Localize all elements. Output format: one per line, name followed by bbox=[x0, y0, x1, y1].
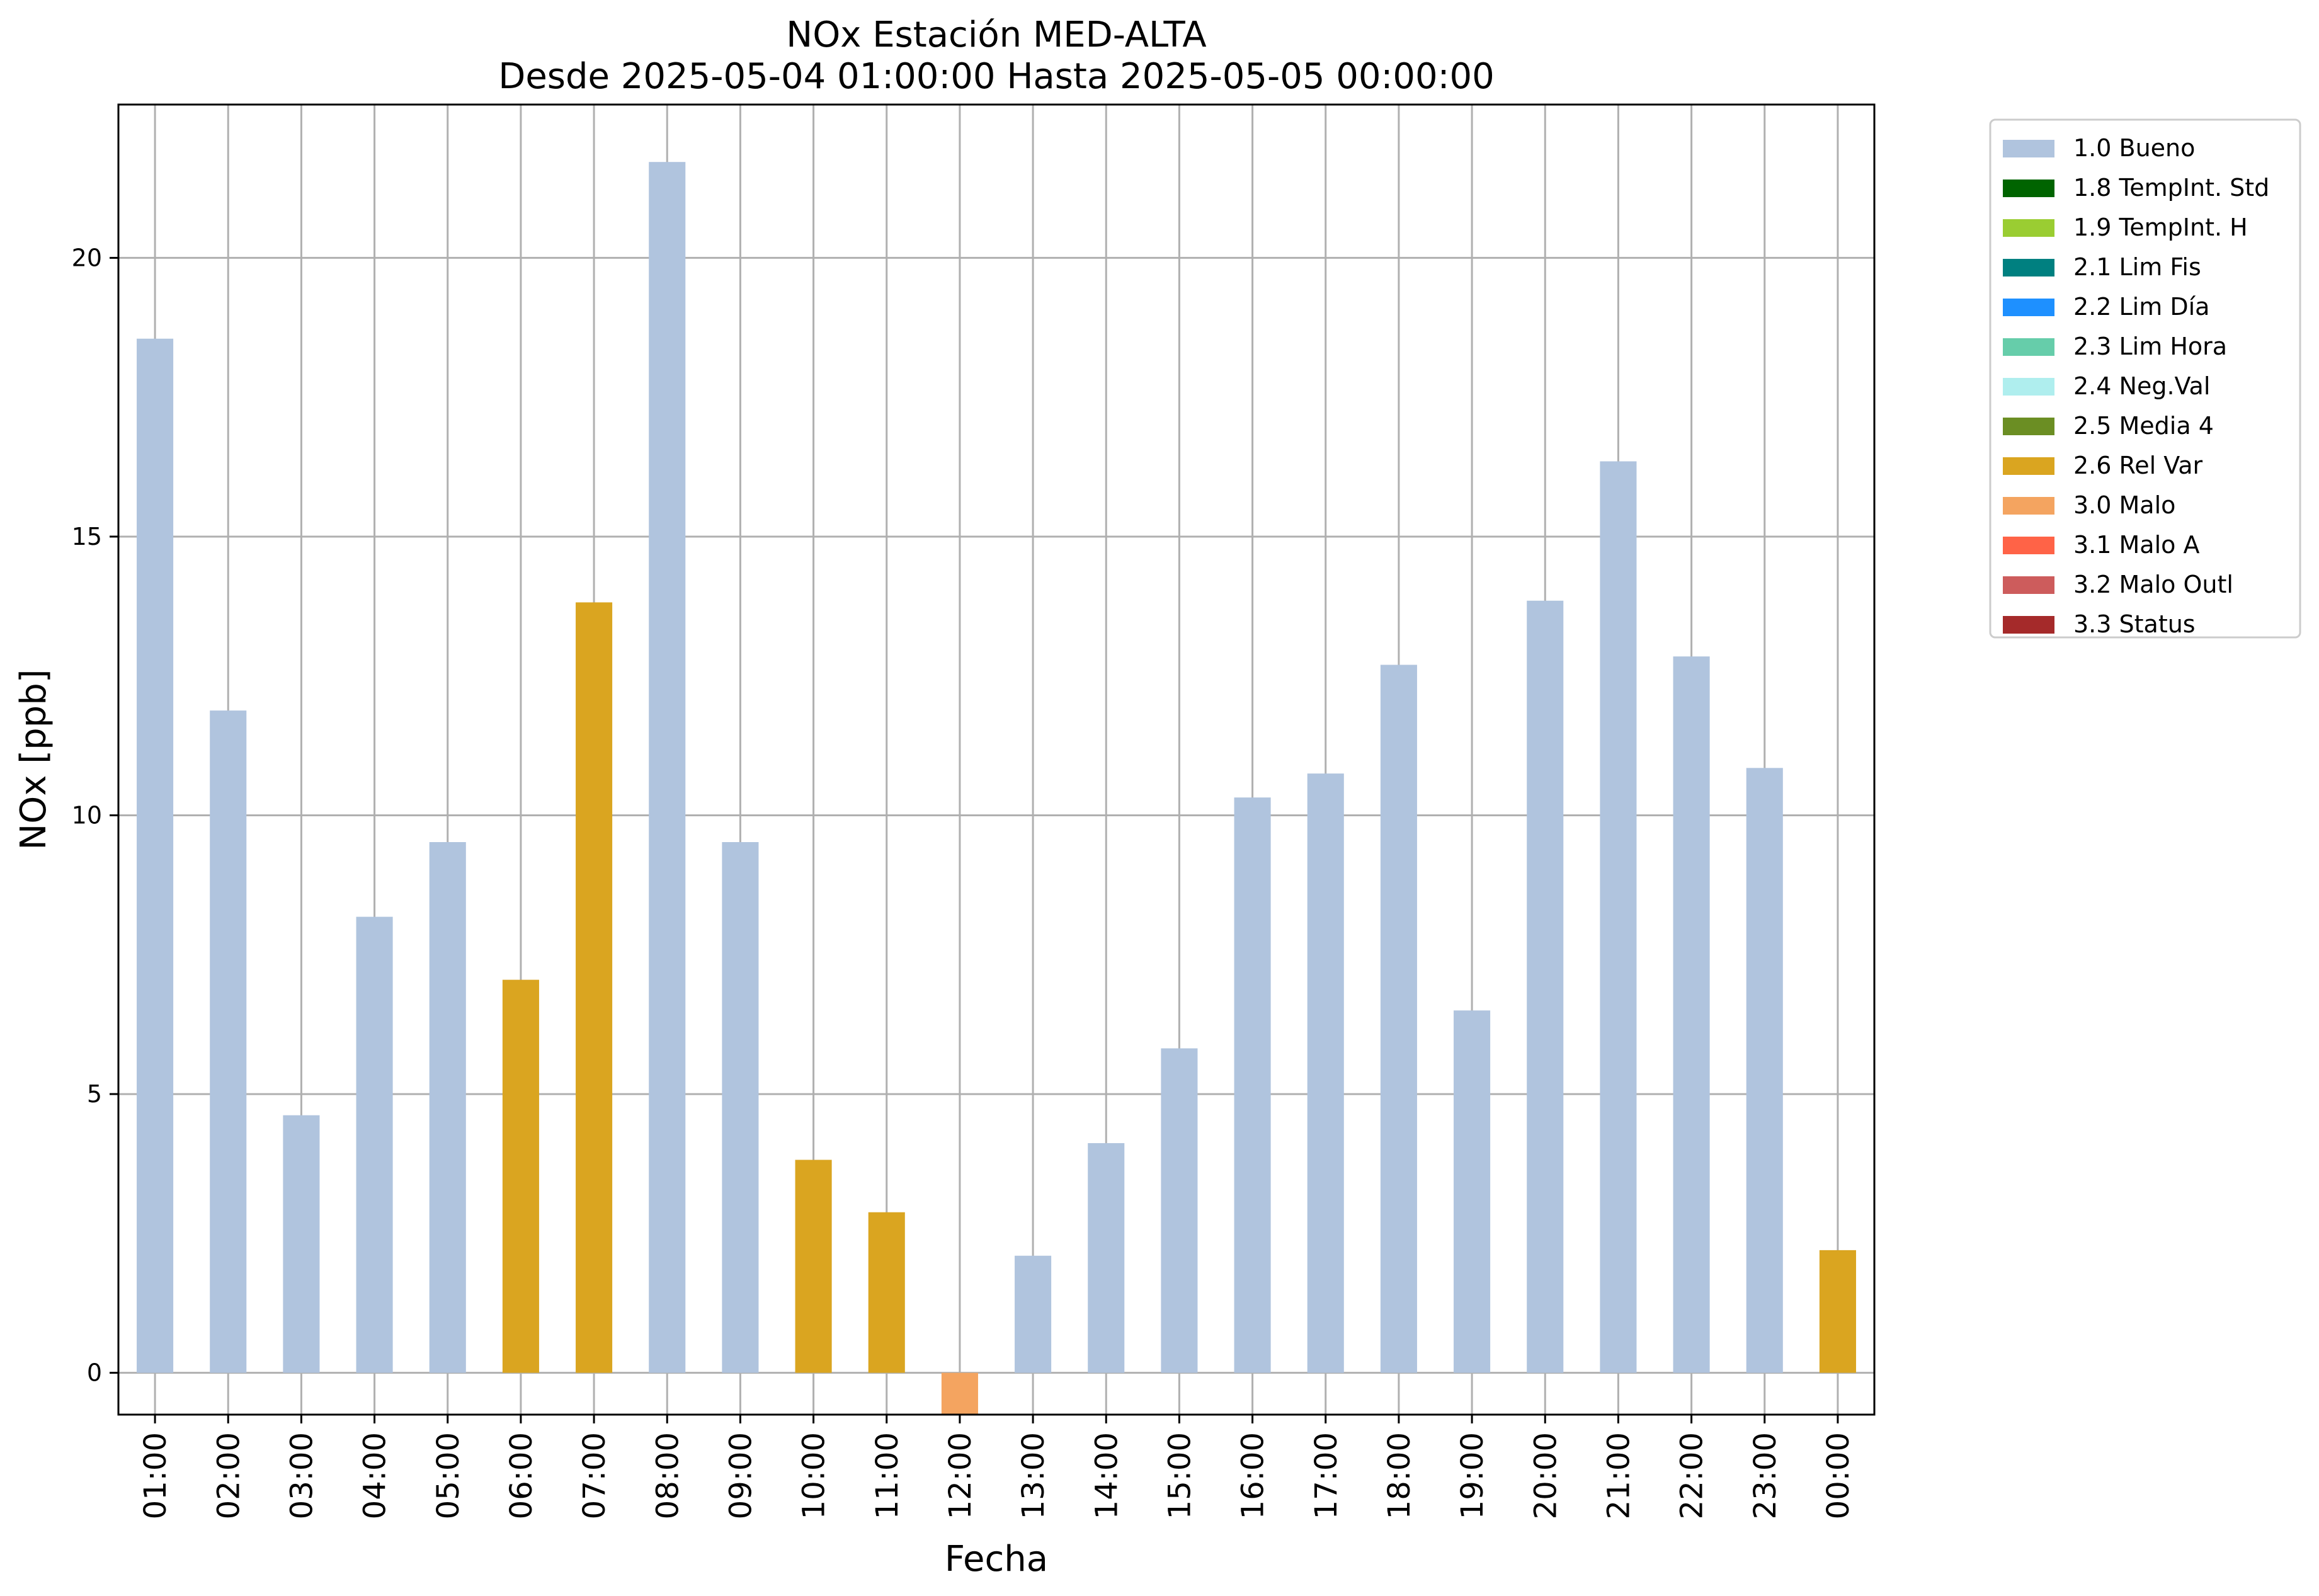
bar-1500 bbox=[1161, 1048, 1198, 1373]
x-axis-label: Fecha bbox=[945, 1539, 1048, 1580]
bar-1600 bbox=[1234, 797, 1271, 1373]
legend-swatch bbox=[2003, 219, 2054, 237]
chart-title: NOx Estación MED-ALTA bbox=[786, 14, 1206, 55]
y-tick-label: 15 bbox=[72, 523, 102, 550]
legend-label: 1.8 TempInt. Std bbox=[2073, 174, 2269, 202]
legend-swatch bbox=[2003, 140, 2054, 157]
legend-label: 1.0 Bueno bbox=[2073, 134, 2195, 162]
y-tick-label: 10 bbox=[72, 802, 102, 829]
legend-label: 2.3 Lim Hora bbox=[2073, 333, 2227, 360]
bar-0900 bbox=[722, 841, 759, 1373]
x-tick-label: 13:00 bbox=[1016, 1432, 1051, 1519]
bar-1200 bbox=[941, 1372, 978, 1415]
x-tick-label: 07:00 bbox=[577, 1432, 612, 1519]
x-tick-label: 18:00 bbox=[1382, 1432, 1417, 1519]
legend-label: 1.9 TempInt. H bbox=[2073, 214, 2248, 241]
bar-1300 bbox=[1015, 1255, 1052, 1373]
bar-1700 bbox=[1307, 773, 1344, 1373]
x-tick-label: 12:00 bbox=[943, 1432, 978, 1519]
legend-swatch bbox=[2003, 299, 2054, 316]
legend-label: 3.0 Malo bbox=[2073, 491, 2175, 519]
bar-2200 bbox=[1673, 656, 1710, 1373]
bar-2300 bbox=[1746, 768, 1783, 1373]
bar-1100 bbox=[868, 1212, 905, 1373]
bar-0700 bbox=[576, 602, 613, 1373]
legend-swatch bbox=[2003, 576, 2054, 594]
bar-2100 bbox=[1600, 461, 1637, 1373]
x-tick-label: 10:00 bbox=[797, 1432, 832, 1519]
bar-0500 bbox=[429, 841, 466, 1373]
x-tick-label: 22:00 bbox=[1675, 1432, 1710, 1519]
legend-swatch bbox=[2003, 378, 2054, 396]
legend-label: 3.1 Malo A bbox=[2073, 531, 2199, 559]
y-gridlines bbox=[118, 256, 1874, 1374]
legend-swatch bbox=[2003, 338, 2054, 356]
x-tick-label: 08:00 bbox=[650, 1432, 685, 1519]
y-tick-label: 20 bbox=[72, 244, 102, 271]
y-axis-label: NOx [ppb] bbox=[13, 669, 54, 850]
legend-label: 2.2 Lim Día bbox=[2073, 293, 2209, 321]
legend-label: 2.5 Media 4 bbox=[2073, 412, 2214, 440]
x-tick-label: 17:00 bbox=[1309, 1432, 1344, 1519]
x-axis-ticks: 01:00 02:00 03:00 04:00 05:00 06:00 07:00 08:00… bbox=[138, 1415, 1856, 1519]
legend-swatch bbox=[2003, 497, 2054, 515]
x-tick-label: 02:00 bbox=[211, 1432, 246, 1519]
x-tick-label: 04:00 bbox=[358, 1432, 393, 1519]
y-axis-ticks: 0 5 10 15 20 bbox=[72, 244, 118, 1387]
bar-0400 bbox=[356, 916, 393, 1373]
legend-swatch bbox=[2003, 457, 2054, 475]
y-tick-label: 5 bbox=[87, 1080, 102, 1108]
x-tick-label: 01:00 bbox=[138, 1432, 173, 1519]
legend-frame bbox=[1989, 118, 2301, 639]
legend-label: 2.6 Rel Var bbox=[2073, 452, 2203, 479]
x-tick-label: 05:00 bbox=[431, 1432, 466, 1519]
legend-swatch bbox=[2003, 537, 2054, 554]
legend-label: 3.3 Status bbox=[2073, 610, 2196, 638]
y-tick-label: 0 bbox=[87, 1359, 102, 1387]
legend-swatch bbox=[2003, 616, 2054, 634]
x-tick-label: 23:00 bbox=[1748, 1432, 1783, 1519]
x-tick-label: 21:00 bbox=[1601, 1432, 1636, 1519]
x-tick-label: 09:00 bbox=[723, 1432, 758, 1519]
x-tick-label: 16:00 bbox=[1236, 1432, 1271, 1519]
bar-1900 bbox=[1454, 1010, 1491, 1373]
x-tick-label: 06:00 bbox=[504, 1432, 539, 1519]
bar-0200 bbox=[210, 710, 247, 1373]
x-tick-label: 11:00 bbox=[870, 1432, 905, 1519]
legend-swatch bbox=[2003, 259, 2054, 276]
bar-0600 bbox=[502, 979, 539, 1373]
x-tick-label: 19:00 bbox=[1455, 1432, 1490, 1519]
bar-0800 bbox=[649, 162, 686, 1373]
plot-frame bbox=[117, 103, 1876, 1416]
legend-label: 2.1 Lim Fis bbox=[2073, 253, 2201, 281]
bar-1800 bbox=[1380, 664, 1417, 1373]
bar-1000 bbox=[795, 1160, 832, 1373]
bar-1400 bbox=[1088, 1143, 1125, 1373]
legend-label: 2.4 Neg.Val bbox=[2073, 372, 2210, 400]
x-tick-label: 15:00 bbox=[1162, 1432, 1197, 1519]
bars bbox=[137, 162, 1856, 1415]
bar-0000 bbox=[1819, 1250, 1856, 1373]
legend-label: 3.2 Malo Outl bbox=[2073, 571, 2233, 598]
x-tick-label: 00:00 bbox=[1821, 1432, 1856, 1519]
x-tick-label: 03:00 bbox=[284, 1432, 319, 1519]
bar-2000 bbox=[1527, 600, 1564, 1373]
legend-swatch bbox=[2003, 180, 2054, 197]
chart-subtitle: Desde 2025-05-04 01:00:00 Hasta 2025-05-… bbox=[498, 56, 1495, 97]
x-tick-label: 14:00 bbox=[1089, 1432, 1124, 1519]
legend-swatch bbox=[2003, 418, 2054, 435]
bar-0300 bbox=[283, 1115, 320, 1373]
x-tick-label: 20:00 bbox=[1528, 1432, 1563, 1519]
bar-0100 bbox=[137, 338, 174, 1373]
legend: 1.0 Bueno 1.8 TempInt. Std 1.9 TempInt. H 2… bbox=[1989, 118, 2301, 639]
